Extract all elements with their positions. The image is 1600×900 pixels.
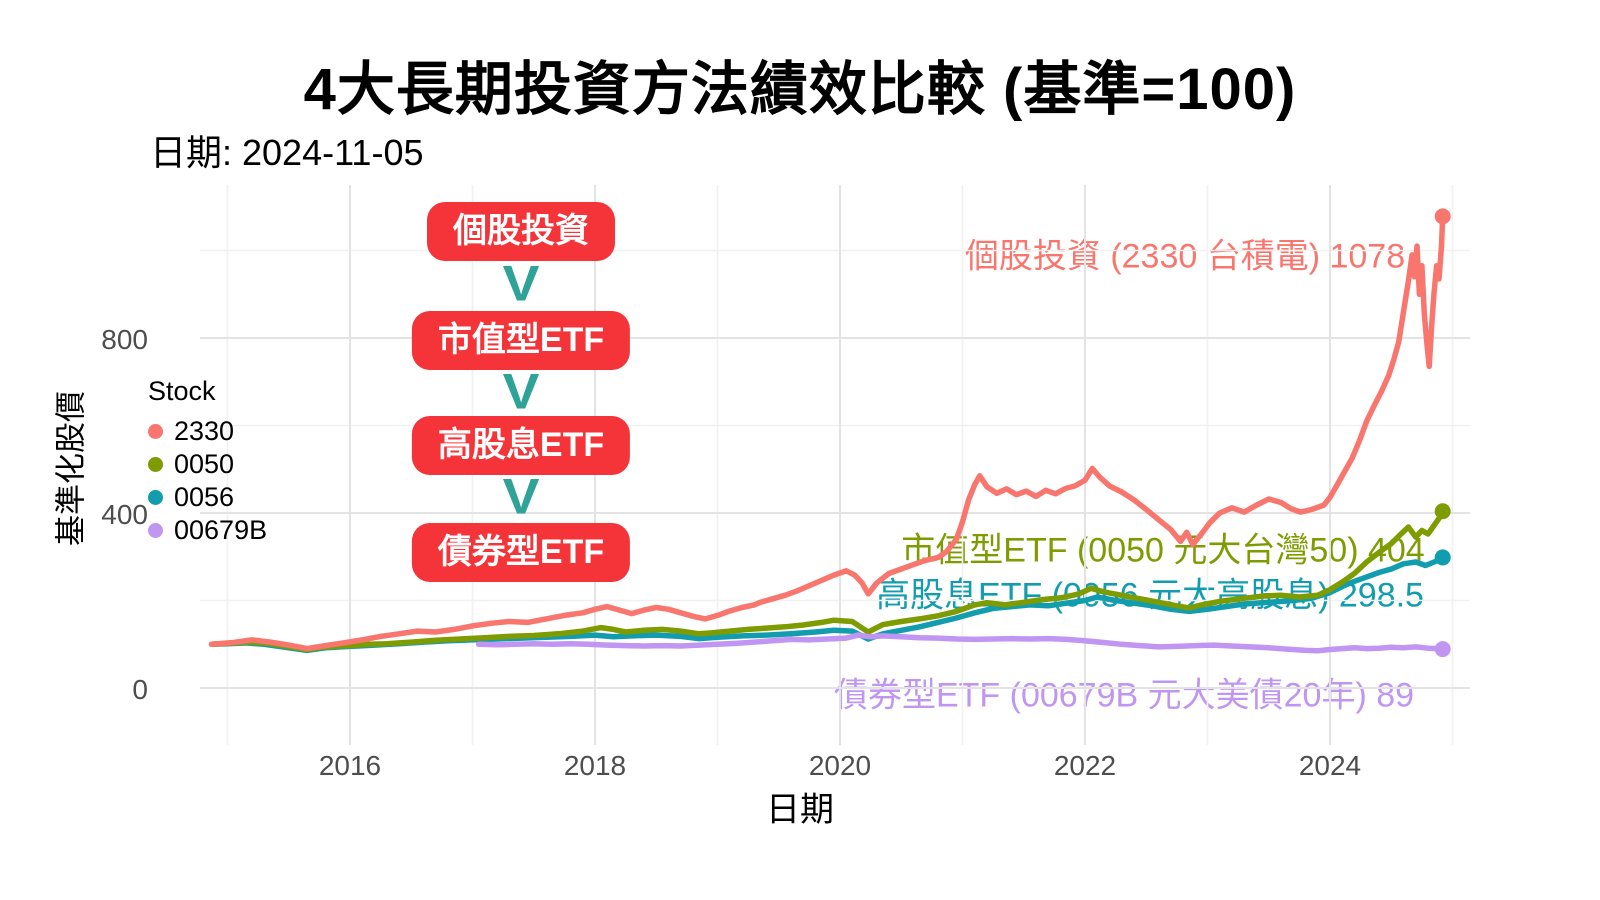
legend-label-0056: 0056	[174, 482, 235, 512]
legend-label-2330: 2330	[174, 416, 235, 446]
annotation-0050: 市值型ETF (0050 元大台灣50) 404	[901, 531, 1425, 570]
y-axis-title: 基準化股價	[53, 391, 89, 546]
x-tick-2022: 2022	[1053, 750, 1117, 781]
annotation-2330: 個股投資 (2330 台積電) 1078	[964, 237, 1406, 276]
chart-subtitle-date: 日期: 2024-11-05	[150, 132, 424, 173]
legend-item-2330: 2330	[148, 415, 267, 448]
legend-dot-0056-icon	[148, 490, 163, 505]
flow-badge-market-etf: 市值型ETF	[411, 311, 631, 370]
series-line-00679B	[475, 632, 1446, 654]
arrow-down-icon: V	[502, 364, 540, 421]
x-tick-2016: 2016	[318, 750, 382, 781]
legend-item-0056: 0056	[148, 481, 267, 514]
legend-item-0050: 0050	[148, 448, 267, 481]
series-endpoint-00679B	[1434, 641, 1451, 658]
legend-dot-00679B-icon	[148, 523, 163, 538]
arrow-down-icon: V	[502, 469, 540, 526]
page-title: 4大長期投資方法績效比較 (基準=100)	[303, 57, 1297, 122]
legend-title: Stock	[148, 376, 216, 406]
arrow-down-icon: V	[502, 256, 540, 313]
x-tick-2018: 2018	[563, 750, 627, 781]
legend-dot-0050-icon	[148, 457, 163, 472]
legend-dot-2330-icon	[148, 424, 163, 439]
series-endpoint-0050	[1434, 503, 1451, 520]
flow-badge-dividend-etf: 高股息ETF	[411, 416, 631, 475]
x-tick-2020: 2020	[808, 750, 872, 781]
x-tick-2024: 2024	[1298, 750, 1362, 781]
y-tick-0: 0	[132, 674, 148, 705]
legend: Stock 2330 0050 0056 00679B	[148, 376, 267, 547]
y-tick-400: 400	[101, 499, 148, 530]
series-endpoint-2330	[1434, 208, 1451, 225]
legend-item-00679B: 00679B	[148, 514, 267, 547]
flow-badge-stock: 個股投資	[427, 202, 615, 261]
y-tick-800: 800	[101, 324, 148, 355]
legend-label-0050: 0050	[174, 449, 235, 479]
flow-badge-bond-etf: 債券型ETF	[411, 523, 631, 582]
x-axis-title: 日期	[766, 791, 834, 829]
series-endpoint-0056	[1434, 549, 1451, 566]
legend-label-00679B: 00679B	[174, 515, 268, 545]
annotation-0056: 高股息ETF (0056 元大高股息) 298.5	[876, 576, 1424, 615]
annotation-00679B: 債券型ETF (00679B 元大美債20年) 89	[833, 676, 1415, 715]
